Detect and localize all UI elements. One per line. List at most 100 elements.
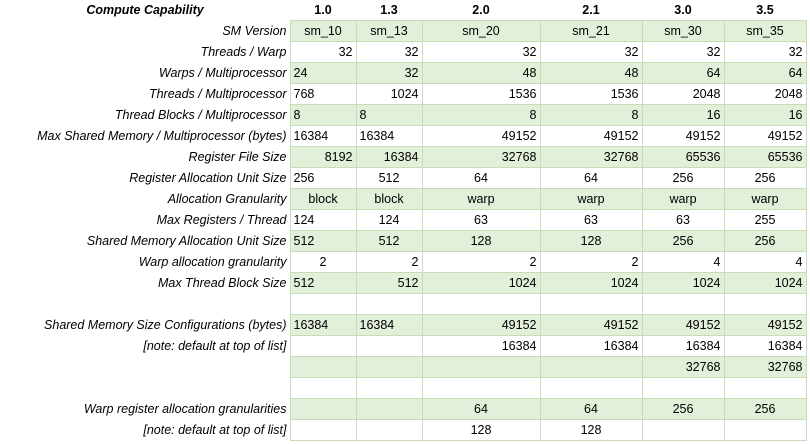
table-cell: 32768 [641, 356, 725, 378]
table-cell: 1024 [421, 272, 541, 294]
table-cell: 8 [289, 104, 357, 126]
table-cell: 32 [355, 41, 423, 63]
column-header: 3.5 [756, 3, 774, 17]
table-cell: 2 [289, 251, 357, 273]
table-cell [539, 356, 643, 378]
table-cell: 4 [723, 251, 807, 273]
table-cell: 63 [421, 209, 541, 231]
table-cell: 64 [421, 398, 541, 420]
column-header: 1.3 [380, 3, 398, 17]
table-cell: 256 [641, 167, 725, 189]
table-row: Max Thread Block Size 512 512 1024 1024 … [0, 272, 807, 294]
table-cell: 255 [723, 209, 807, 231]
table-cell: 32 [421, 41, 541, 63]
table-cell [421, 356, 541, 378]
table-cell [723, 419, 807, 441]
table-cell: 256 [723, 167, 807, 189]
spacer-row [0, 377, 807, 399]
table-cell: 49152 [641, 125, 725, 147]
table-cell: 2 [355, 251, 423, 273]
table-row: 32768 32768 [0, 356, 807, 378]
table-cell: 512 [355, 230, 423, 252]
table-cell: 32768 [539, 146, 643, 168]
table-cell: 512 [289, 230, 357, 252]
table-cell: sm_20 [421, 20, 541, 42]
table-cell: 16 [723, 104, 807, 126]
table-row: Warps / Multiprocessor 24 32 48 48 64 64 [0, 62, 807, 84]
table-cell: warp [539, 188, 643, 210]
column-header: 2.1 [582, 3, 600, 17]
table-cell: 8 [355, 104, 423, 126]
row-label: [note: default at top of list] [143, 423, 287, 437]
table-row: [note: default at top of list] 16384 163… [0, 335, 807, 357]
table-row: SM Version sm_10 sm_13 sm_20 sm_21 sm_30… [0, 20, 807, 42]
spacer-row [0, 293, 807, 315]
table-cell: 64 [539, 398, 643, 420]
table-cell: 256 [289, 167, 357, 189]
table-cell: 512 [355, 167, 423, 189]
table-cell: 16384 [641, 335, 725, 357]
table-cell: 32 [539, 41, 643, 63]
column-header: 2.0 [472, 3, 490, 17]
table-cell: 8 [539, 104, 643, 126]
table-cell: 32768 [421, 146, 541, 168]
table-cell: 256 [723, 230, 807, 252]
row-label: Threads / Warp [200, 45, 287, 59]
table-cell [355, 356, 423, 378]
row-label [0, 357, 290, 378]
table-cell: 63 [641, 209, 725, 231]
table-row: Threads / Multiprocessor 768 1024 1536 1… [0, 83, 807, 105]
table-cell: 48 [539, 62, 643, 84]
row-label: Thread Blocks / Multiprocessor [114, 108, 287, 122]
table-cell: 49152 [723, 125, 807, 147]
table-cell: sm_21 [539, 20, 643, 42]
table-row: Threads / Warp 32 32 32 32 32 32 [0, 41, 807, 63]
row-label: Threads / Multiprocessor [148, 87, 287, 101]
table-cell: 32 [355, 62, 423, 84]
column-header: 1.0 [314, 3, 332, 17]
table-cell: 24 [289, 62, 357, 84]
table-cell [289, 335, 357, 357]
table-cell: 49152 [421, 314, 541, 336]
table-cell: warp [641, 188, 725, 210]
row-label: Shared Memory Size Configurations (bytes… [44, 318, 287, 332]
table-cell [289, 419, 357, 441]
table-cell: 2 [539, 251, 643, 273]
table-cell: sm_13 [355, 20, 423, 42]
table-row: Thread Blocks / Multiprocessor 8 8 8 8 1… [0, 104, 807, 126]
table-cell: 256 [641, 230, 725, 252]
table-cell: 1536 [539, 83, 643, 105]
table-row: Max Shared Memory / Multiprocessor (byte… [0, 125, 807, 147]
table-cell [641, 419, 725, 441]
table-cell: 4 [641, 251, 725, 273]
table-cell: 1024 [539, 272, 643, 294]
row-label: Max Thread Block Size [157, 276, 287, 290]
table-cell: warp [723, 188, 807, 210]
table-cell: 8192 [289, 146, 357, 168]
table-cell: 128 [421, 419, 541, 441]
table-cell: 1024 [355, 83, 423, 105]
table-cell: block [355, 188, 423, 210]
table-cell: 16384 [355, 125, 423, 147]
table-cell: 1024 [641, 272, 725, 294]
table-cell: 48 [421, 62, 541, 84]
table-cell: 32 [641, 41, 725, 63]
table-row: Warp allocation granularity 2 2 2 2 4 4 [0, 251, 807, 273]
header-label: Compute Capability [86, 3, 204, 18]
table-cell: 1536 [421, 83, 541, 105]
table-cell: warp [421, 188, 541, 210]
table-cell: 32 [723, 41, 807, 63]
table-cell: 256 [723, 398, 807, 420]
table-cell: 124 [289, 209, 357, 231]
row-label: Allocation Granularity [167, 192, 287, 206]
table-row: Allocation Granularity block block warp … [0, 188, 807, 210]
row-label: Max Shared Memory / Multiprocessor (byte… [37, 129, 287, 143]
table-cell: 16384 [289, 125, 357, 147]
table-cell: 49152 [641, 314, 725, 336]
table-cell: 128 [539, 230, 643, 252]
table-row: Shared Memory Allocation Unit Size 512 5… [0, 230, 807, 252]
table-row: Warp register allocation granularities 6… [0, 398, 807, 420]
row-label: Register File Size [188, 150, 287, 164]
